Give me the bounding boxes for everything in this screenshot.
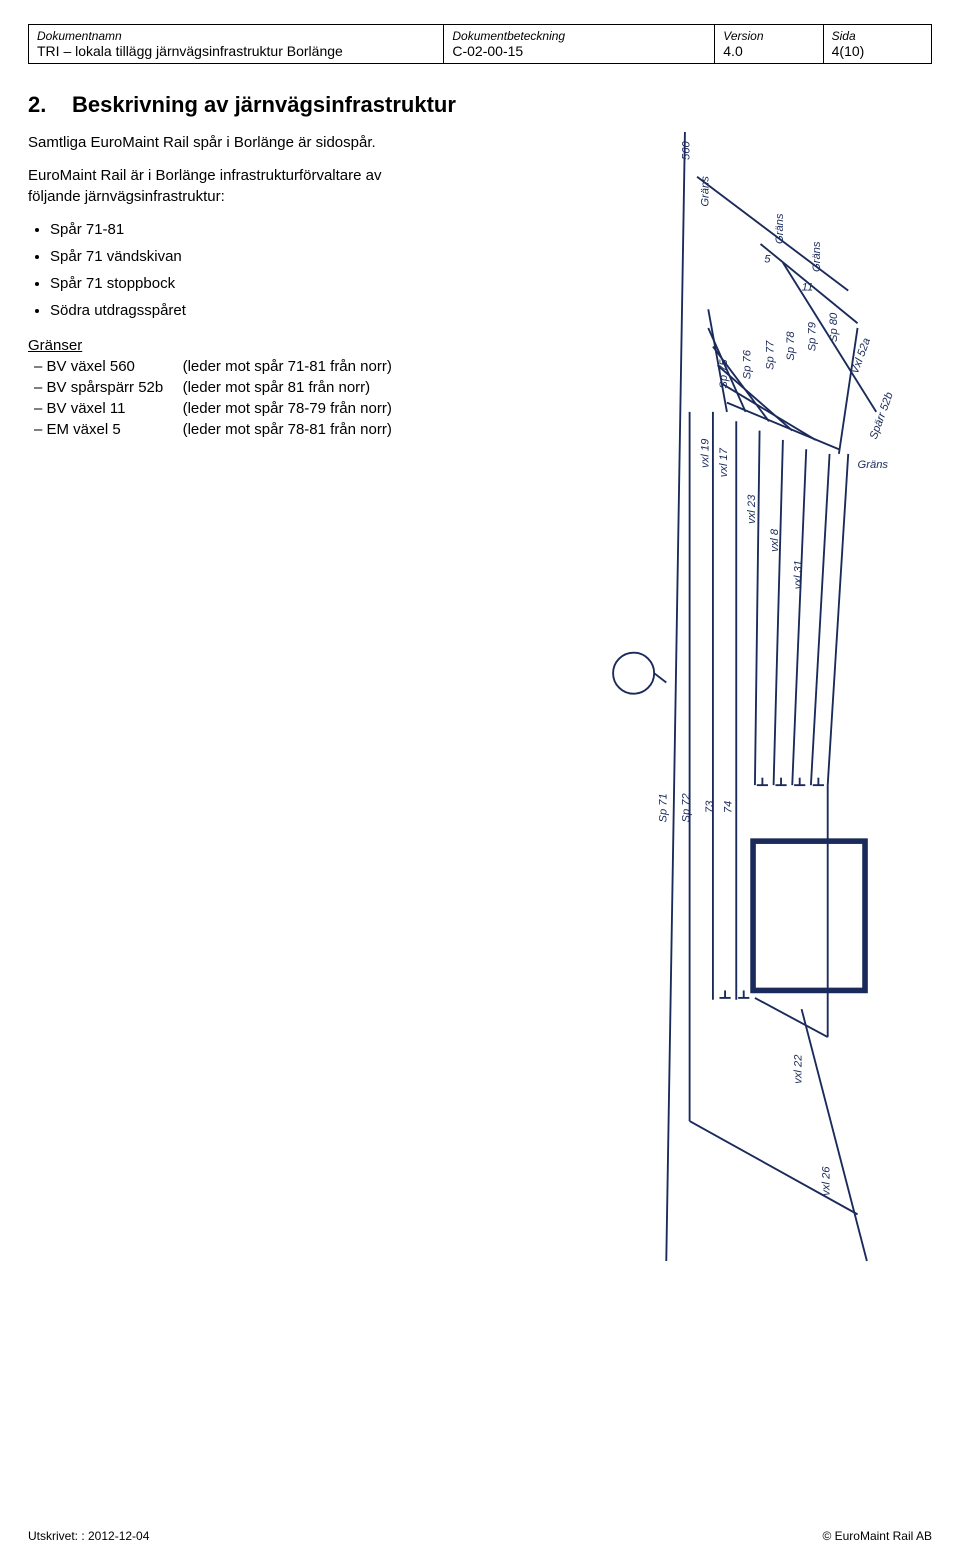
svg-text:Gräns: Gräns [699,176,711,207]
track-item: Södra utdragsspåret [50,300,435,321]
hdr-name-value: TRI – lokala tillägg järnvägsinfrastrukt… [37,43,435,59]
document-header: Dokumentnamn TRI – lokala tillägg järnvä… [28,24,932,64]
svg-text:73: 73 [704,800,716,813]
svg-text:Sp 76: Sp 76 [741,349,753,379]
svg-text:vxl 31: vxl 31 [792,560,804,589]
svg-text:Gräns: Gräns [857,459,888,471]
svg-text:Sp 77: Sp 77 [764,340,776,370]
svg-text:vxl 22: vxl 22 [792,1054,804,1084]
granser-row: BV växel 11(leder mot spår 78-79 från no… [28,398,435,419]
granser-val: (leder mot spår 78-79 från norr) [183,398,435,419]
track-item: Spår 71-81 [50,219,435,240]
track-item: Spår 71 stoppbock [50,273,435,294]
section-title: Beskrivning av järnvägsinfrastruktur [72,92,456,117]
svg-text:vxl 23: vxl 23 [746,494,758,524]
track-sketch: 560GränsGräns5Gräns11Vxl 52aSpärr 52bGrä… [447,132,932,1342]
granser-key: BV spårspärr 52b [28,377,183,398]
footer-left: Utskrivet: : 2012-12-04 [28,1529,149,1543]
granser-key: BV växel 11 [28,398,183,419]
granser-val: (leder mot spår 81 från norr) [183,377,435,398]
svg-text:Sp 79: Sp 79 [806,322,818,351]
intro-para-2: EuroMaint Rail är i Borlänge infrastrukt… [28,165,435,207]
footer-right: © EuroMaint Rail AB [822,1529,932,1543]
granser-heading: Gränser [28,335,435,356]
svg-text:Sp 78: Sp 78 [785,331,797,361]
track-item: Spår 71 vändskivan [50,246,435,267]
granser-val: (leder mot spår 78-81 från norr) [183,419,435,440]
svg-text:11: 11 [801,282,813,294]
svg-text:Sp 75: Sp 75 [718,359,730,389]
granser-row: BV växel 560(leder mot spår 71-81 från n… [28,356,435,377]
svg-text:Sp 71: Sp 71 [657,793,669,822]
intro-para-1: Samtliga EuroMaint Rail spår i Borlänge … [28,132,435,153]
svg-text:vxl 19: vxl 19 [699,439,711,468]
granser-row: BV spårspärr 52b(leder mot spår 81 från … [28,377,435,398]
granser-val: (leder mot spår 71-81 från norr) [183,356,435,377]
granser-list: BV växel 560(leder mot spår 71-81 från n… [28,356,435,440]
svg-text:Gräns: Gräns [811,241,823,272]
section-heading: 2.Beskrivning av järnvägsinfrastruktur [28,92,932,118]
track-list: Spår 71-81 Spår 71 vändskivan Spår 71 stop… [50,219,435,321]
svg-text:5: 5 [764,254,771,266]
hdr-name-label: Dokumentnamn [37,29,435,43]
svg-text:vxl 26: vxl 26 [820,1166,832,1196]
svg-text:Gräns: Gräns [774,213,786,244]
hdr-ref-value: C-02-00-15 [452,43,706,59]
page-footer: Utskrivet: : 2012-12-04 © EuroMaint Rail… [28,1509,932,1543]
svg-text:Sp 72: Sp 72 [680,792,692,822]
svg-text:Sp 80: Sp 80 [828,312,840,342]
svg-text:vxl 17: vxl 17 [718,447,730,477]
svg-text:74: 74 [722,801,734,813]
hdr-ver-label: Version [723,29,814,43]
svg-text:560: 560 [680,141,692,160]
hdr-ver-value: 4.0 [723,43,814,59]
hdr-page-value: 4(10) [832,43,923,59]
svg-text:vxl 8: vxl 8 [769,528,781,552]
granser-key: EM växel 5 [28,419,183,440]
hdr-page-label: Sida [832,29,923,43]
granser-key: BV växel 560 [28,356,183,377]
section-number: 2. [28,92,72,118]
hdr-ref-label: Dokumentbeteckning [452,29,706,43]
granser-row: EM växel 5(leder mot spår 78-81 från nor… [28,419,435,440]
